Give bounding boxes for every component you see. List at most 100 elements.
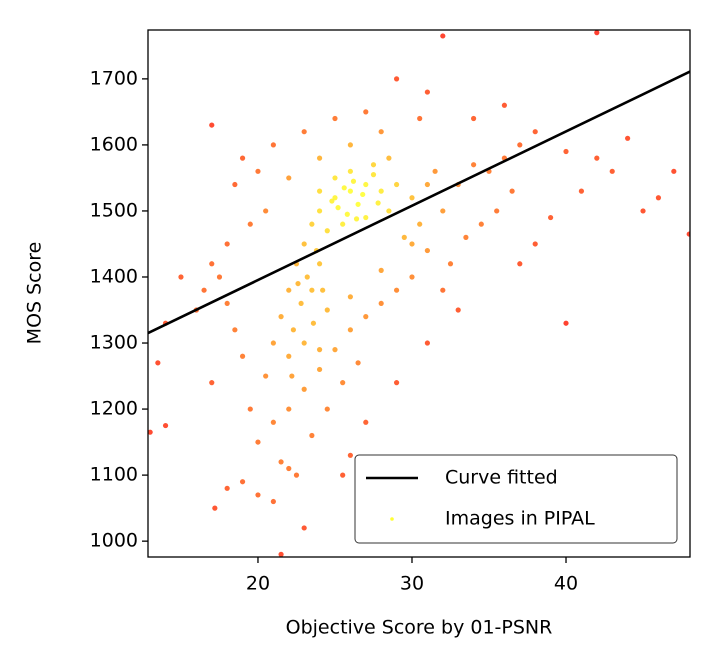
data-point xyxy=(301,241,307,247)
data-point xyxy=(310,320,317,326)
data-point xyxy=(471,115,477,122)
data-point xyxy=(286,175,292,181)
data-point xyxy=(532,241,538,247)
data-point xyxy=(578,188,585,194)
data-point xyxy=(201,287,207,293)
data-point xyxy=(320,287,326,293)
data-point xyxy=(509,188,515,194)
x-tick-label: 30 xyxy=(400,573,424,595)
data-point xyxy=(316,208,323,214)
data-point xyxy=(286,353,292,359)
data-point xyxy=(335,205,341,211)
data-point xyxy=(655,195,662,201)
x-axis-label: Objective Score by 01-PSNR xyxy=(286,617,553,639)
data-point xyxy=(341,185,347,191)
data-point xyxy=(671,168,677,174)
data-point xyxy=(332,175,338,181)
data-point xyxy=(209,261,215,267)
data-point xyxy=(478,221,484,227)
data-point xyxy=(640,208,646,214)
data-point xyxy=(386,155,392,161)
data-point xyxy=(409,241,415,247)
data-point xyxy=(386,208,392,214)
data-point xyxy=(293,472,300,478)
data-point xyxy=(209,122,215,128)
data-point xyxy=(363,314,369,320)
data-point xyxy=(286,406,292,412)
data-point xyxy=(239,479,246,485)
data-point xyxy=(625,135,631,141)
data-point xyxy=(355,360,361,366)
data-point xyxy=(350,178,357,184)
data-point xyxy=(255,492,261,498)
data-point xyxy=(278,314,284,320)
data-point xyxy=(417,221,423,227)
data-point xyxy=(375,200,381,206)
data-point xyxy=(316,188,323,194)
data-point xyxy=(363,181,369,188)
data-point xyxy=(255,168,261,174)
data-point xyxy=(178,274,184,280)
data-point xyxy=(424,181,430,188)
data-point xyxy=(301,525,307,531)
data-point xyxy=(424,89,430,95)
data-point xyxy=(247,406,253,412)
data-point xyxy=(517,142,523,148)
data-point xyxy=(594,30,600,36)
data-point xyxy=(393,76,400,82)
data-point xyxy=(316,155,323,161)
legend-label: Images in PIPAL xyxy=(445,508,595,530)
data-point xyxy=(548,214,554,221)
data-point xyxy=(686,231,690,237)
data-point xyxy=(239,353,246,359)
data-point xyxy=(440,33,446,39)
data-point xyxy=(270,498,276,505)
data-point xyxy=(393,181,400,188)
data-point xyxy=(286,287,292,293)
data-point xyxy=(424,247,430,254)
data-point xyxy=(344,211,350,217)
data-point xyxy=(212,505,218,511)
data-point xyxy=(295,280,301,287)
y-tick-label: 1600 xyxy=(90,133,138,155)
data-point xyxy=(347,168,353,174)
data-point xyxy=(289,373,295,379)
data-point xyxy=(417,115,423,122)
data-point xyxy=(301,129,307,135)
y-tick-label: 1100 xyxy=(90,464,138,486)
data-point xyxy=(463,234,469,240)
data-point xyxy=(316,261,323,267)
fit-line xyxy=(148,70,690,335)
y-tick-label: 1700 xyxy=(90,67,138,89)
data-point xyxy=(424,340,430,346)
legend-box xyxy=(354,454,678,544)
data-point xyxy=(440,208,446,214)
data-point xyxy=(209,380,215,386)
data-point xyxy=(340,221,346,227)
data-point xyxy=(501,102,508,108)
data-point xyxy=(378,267,384,273)
data-point xyxy=(309,287,315,293)
data-point xyxy=(270,419,276,425)
data-point xyxy=(347,327,353,333)
data-point xyxy=(232,181,238,188)
data-point xyxy=(409,195,415,201)
data-point xyxy=(316,347,323,353)
y-tick-label: 1500 xyxy=(90,199,138,221)
data-point xyxy=(324,228,330,234)
data-point xyxy=(363,419,369,425)
plot-area xyxy=(148,30,690,557)
data-point xyxy=(263,373,269,379)
y-axis-label: MOS Score xyxy=(24,242,46,345)
data-point xyxy=(347,188,353,194)
data-point xyxy=(532,129,538,135)
data-point xyxy=(378,300,384,307)
data-point xyxy=(301,340,307,346)
data-point xyxy=(309,221,315,227)
data-point xyxy=(563,148,569,155)
data-point xyxy=(290,327,296,333)
data-point xyxy=(363,109,369,115)
data-point xyxy=(471,162,477,168)
data-point xyxy=(286,465,292,472)
